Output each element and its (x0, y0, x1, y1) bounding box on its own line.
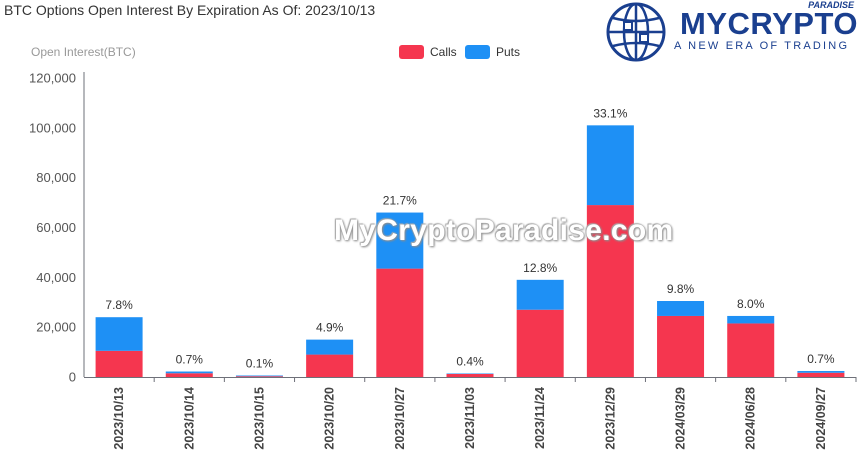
globe-icon (606, 2, 666, 62)
x-tick-label: 2023/10/27 (393, 387, 407, 450)
bar-percent-label: 8.0% (737, 297, 765, 311)
x-tick-label: 2023/10/20 (323, 387, 337, 450)
bar-calls (95, 350, 143, 377)
x-tick-label: 2023/10/15 (252, 387, 266, 450)
bar-calls (165, 373, 213, 377)
bar-calls (727, 323, 775, 377)
x-tick-label: 2023/12/29 (603, 387, 617, 450)
bar-puts (657, 301, 705, 316)
y-tick-label: 40,000 (36, 270, 76, 285)
x-tick-label: 2023/11/24 (533, 387, 547, 449)
y-axis-title: Open Interest(BTC) (31, 45, 136, 59)
bar-puts (165, 371, 213, 374)
x-tick-label: 2023/11/03 (463, 387, 477, 449)
bar-percent-label: 9.8% (667, 282, 695, 296)
bar-puts (306, 339, 354, 355)
bar-calls (235, 376, 283, 377)
x-tick-label: 2024/09/27 (814, 387, 828, 450)
bar-puts (235, 375, 283, 377)
bar-calls (657, 315, 705, 377)
bar-percent-label: 4.9% (316, 321, 344, 335)
bar-puts (727, 315, 775, 324)
bar-puts (95, 317, 143, 351)
bar-percent-label: 21.7% (383, 194, 417, 208)
bar-percent-label: 7.8% (105, 298, 133, 312)
legend-swatch-puts (465, 45, 490, 59)
bar-calls (797, 372, 845, 377)
bar-calls (586, 205, 634, 377)
y-tick-label: 20,000 (36, 320, 76, 335)
bar-puts (516, 279, 564, 310)
chart-title: BTC Options Open Interest By Expiration … (4, 2, 376, 18)
x-tick-label: 2023/10/13 (112, 387, 126, 450)
bar-puts (797, 371, 845, 373)
y-tick-label: 100,000 (29, 120, 76, 135)
logo-tagline: A NEW ERA OF TRADING (674, 40, 850, 52)
legend-label-puts: Puts (496, 45, 520, 59)
bar-calls (516, 309, 564, 377)
x-tick-label: 2024/03/29 (674, 387, 688, 450)
logo-paradise-text: PARADISE (808, 0, 854, 10)
legend-label-calls: Calls (430, 45, 457, 59)
bar-puts (376, 212, 424, 269)
bar-puts (586, 125, 634, 206)
y-tick-label: 60,000 (36, 220, 76, 235)
bar-percent-label: 0.7% (807, 352, 835, 366)
bar-calls (446, 374, 494, 377)
y-tick-label: 80,000 (36, 170, 76, 185)
bar-percent-label: 0.1% (246, 357, 274, 371)
brand-logo: PARADISE MYCRYPTO A NEW ERA OF TRADING (604, 0, 858, 64)
x-tick-label: 2024/06/28 (744, 387, 758, 450)
bar-percent-label: 33.1% (593, 106, 627, 120)
legend-swatch-calls (399, 45, 424, 59)
x-tick-label: 2023/10/14 (182, 387, 196, 450)
bar-calls (306, 354, 354, 377)
logo-name: MYCRYPTO (680, 6, 858, 41)
bar-puts (446, 373, 494, 375)
watermark: MyCryptoParadise.com (334, 214, 674, 247)
bar-calls (376, 268, 424, 377)
bar-percent-label: 12.8% (523, 261, 557, 275)
y-tick-label: 0 (69, 370, 76, 385)
y-tick-label: 120,000 (29, 71, 76, 86)
bar-percent-label: 0.7% (176, 353, 204, 367)
bar-percent-label: 0.4% (456, 355, 484, 369)
